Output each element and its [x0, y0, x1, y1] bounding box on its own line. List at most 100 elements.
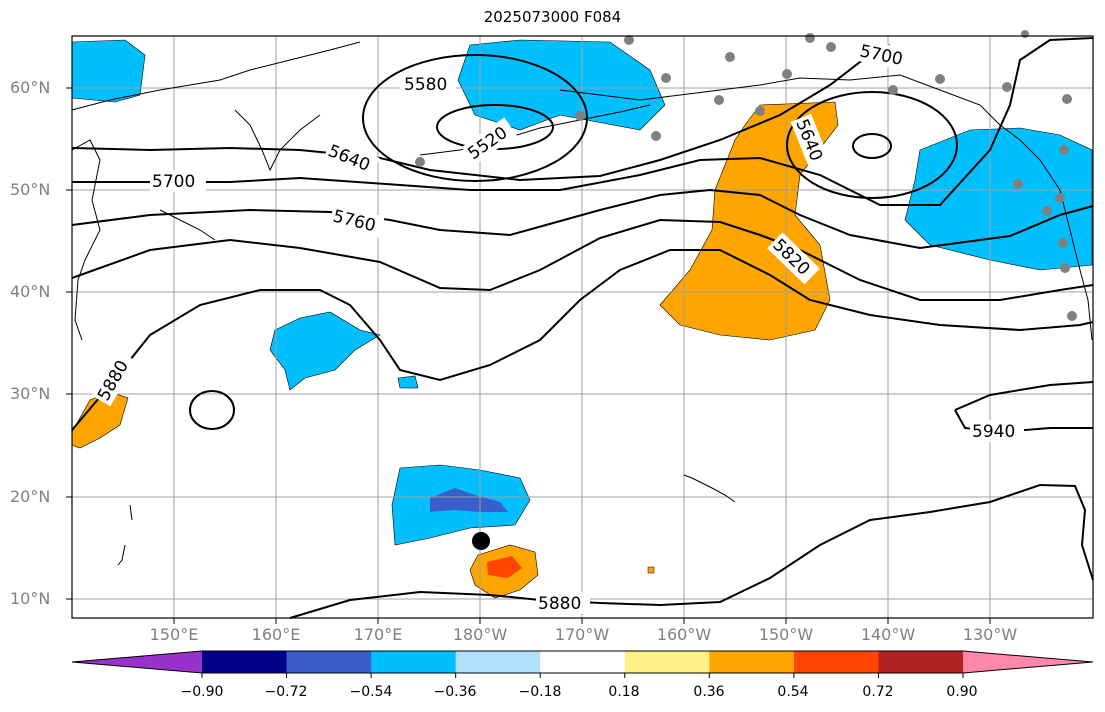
colorbar-tick-label: 0.72 — [862, 684, 894, 700]
map-title: 2025073000 F084 — [483, 8, 622, 26]
coast-alaska — [559, 74, 1093, 341]
station-dot — [1013, 179, 1023, 189]
lat-label: 40°N — [10, 282, 51, 301]
station-dot — [935, 74, 945, 84]
colorbar-bin — [878, 651, 964, 673]
station-markers — [415, 30, 1077, 321]
positive-anomaly-shading — [71, 101, 839, 599]
colorbar-tick-label: −0.18 — [518, 684, 562, 700]
shade-pos-east — [659, 101, 839, 341]
contour-low-east — [852, 133, 892, 159]
colorbar-tick-label: −0.72 — [264, 684, 308, 700]
contour-label: 5940 — [972, 422, 1015, 442]
contour-5880 — [71, 249, 1094, 431]
lon-label: 160°E — [251, 625, 301, 644]
contour-high-west — [189, 390, 235, 430]
colorbar-bin — [793, 651, 879, 673]
station-dot — [415, 157, 425, 167]
contour-label-group: 5580 5520 5640 5700 5760 5700 5640 5820 … — [91, 38, 1024, 614]
colorbar-tick-label: 0.18 — [608, 684, 640, 700]
lon-label: 160°W — [656, 625, 712, 644]
shade-pos-tropic-core — [487, 556, 522, 578]
colorbar-bin — [455, 651, 541, 673]
colorbar-bin — [202, 651, 288, 673]
shade-neg-tropic-core — [430, 488, 508, 512]
contour-5760 — [71, 188, 1094, 250]
contour-label: 5700 — [858, 41, 904, 70]
lon-label: 150°E — [149, 625, 199, 644]
colorbar — [71, 650, 1094, 678]
coast-asia — [71, 41, 361, 341]
station-dot — [755, 106, 765, 116]
contour-label: 5700 — [152, 172, 195, 192]
station-dot — [714, 95, 724, 105]
station-dot — [1042, 206, 1052, 216]
station-dot — [826, 42, 836, 52]
colorbar-tick-label: 0.54 — [777, 684, 809, 700]
station-dot — [651, 131, 661, 141]
colorbar-tick-label: −0.90 — [180, 684, 224, 700]
colorbar-extend-max — [963, 651, 1093, 673]
colorbar-tick-label: −0.36 — [433, 684, 477, 700]
station-dot — [1060, 263, 1070, 273]
lon-label: 170°E — [353, 625, 403, 644]
graticule — [72, 36, 1093, 618]
colorbar-tick-label: −0.54 — [349, 684, 393, 700]
lon-label: 150°W — [758, 625, 814, 644]
station-dot — [1058, 238, 1068, 248]
lat-label: 60°N — [10, 78, 51, 97]
height-contours — [71, 37, 1094, 619]
contour-label: 5760 — [331, 206, 378, 236]
coast-islands — [117, 504, 133, 566]
station-dot — [575, 111, 585, 121]
lon-label: 130°W — [962, 625, 1018, 644]
lat-label: 50°N — [10, 180, 51, 199]
station-dot — [888, 85, 898, 95]
axis-ticks — [66, 87, 991, 624]
coastlines — [71, 41, 1093, 566]
shade-neg-small — [397, 375, 419, 389]
contour-5880-south — [289, 483, 1094, 619]
colorbar-tick-label: 0.36 — [693, 684, 725, 700]
station-dot — [1002, 82, 1012, 92]
contour-5700 — [72, 37, 1094, 206]
lon-label: 180°W — [452, 625, 508, 644]
station-dot — [1062, 94, 1072, 104]
shade-neg-midpac — [269, 311, 381, 391]
lon-label: 170°W — [554, 625, 610, 644]
station-dot — [1059, 145, 1069, 155]
coast-hawaii — [683, 474, 736, 503]
station-dot — [725, 52, 735, 62]
contour-label: 5580 — [404, 75, 447, 95]
shade-pos-dot — [647, 566, 655, 574]
station-dot — [782, 69, 792, 79]
contour-5580-low-west — [362, 54, 588, 182]
station-dot — [624, 35, 634, 45]
station-dot — [1067, 311, 1077, 321]
lat-label: 10°N — [10, 589, 51, 608]
lat-label: 20°N — [10, 487, 51, 506]
station-dot — [1055, 193, 1065, 203]
coast-aleutians — [419, 104, 651, 156]
colorbar-bin — [624, 651, 710, 673]
lat-label: 30°N — [10, 384, 51, 403]
colorbar-bin — [286, 651, 372, 673]
lon-label: 140°W — [860, 625, 916, 644]
colorbar-bin — [540, 651, 626, 673]
colorbar-bin — [709, 651, 795, 673]
shade-neg-nw — [71, 39, 146, 103]
negative-anomaly-shading — [71, 39, 1093, 546]
colorbar-extend-min — [72, 651, 202, 673]
contour-label: 5880 — [538, 594, 581, 614]
contour-5820 — [71, 218, 1094, 301]
contour-5640 — [71, 44, 891, 182]
shade-neg-aleutian — [457, 39, 666, 131]
contour-5640-low-east — [786, 91, 958, 199]
station-dot — [661, 73, 671, 83]
station-dot — [1021, 30, 1029, 38]
colorbar-bin — [371, 651, 457, 673]
colorbar-tick-label: 0.90 — [946, 684, 978, 700]
station-dot — [805, 33, 815, 43]
storm-center-marker — [472, 532, 490, 550]
